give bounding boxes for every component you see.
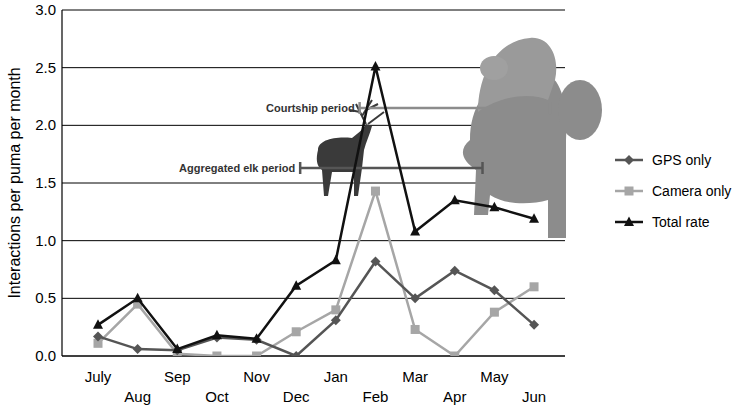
grid-line [62, 240, 565, 241]
data-point [93, 319, 103, 329]
y-tick-label: 0.0 [35, 347, 56, 364]
chart: 0.0 0.5 1.0 1.5 2.0 2.5 3.0 Interactions per pu… [0, 0, 748, 414]
data-point [450, 195, 460, 205]
x-tick-label: Aug [124, 388, 151, 405]
data-point [212, 352, 221, 357]
y-tick-label: 2.0 [35, 116, 56, 133]
data-point [292, 327, 301, 336]
x-tick-label: Nov [243, 368, 270, 385]
annotation-text: Aggregated elk period [179, 162, 295, 174]
data-point [529, 320, 539, 330]
x-tick-label: Dec [283, 388, 310, 405]
y-tick-label: 0.5 [35, 289, 56, 306]
data-point [370, 256, 380, 266]
x-tick-label: Sep [164, 368, 191, 385]
data-point [93, 331, 103, 341]
data-point [450, 266, 460, 276]
data-point [252, 352, 261, 357]
data-point [529, 213, 539, 223]
puma-silhouette [478, 38, 556, 112]
plot-area [93, 61, 539, 356]
data-point [450, 352, 459, 357]
data-point [489, 285, 499, 295]
y-tick-label: 1.5 [35, 174, 56, 191]
data-point [252, 333, 262, 343]
bracket-end [358, 102, 361, 114]
data-point [411, 325, 420, 334]
puma-silhouette [558, 80, 602, 140]
legend-label: GPS only [652, 152, 711, 168]
series-line [98, 67, 534, 350]
x-tick-label: May [480, 368, 509, 385]
legend-marker [625, 187, 634, 196]
x-axis [62, 355, 565, 356]
bracket-line [300, 167, 482, 170]
bracket-end [299, 162, 302, 174]
elk-silhouette [317, 124, 372, 196]
x-tick-label: Jan [324, 368, 348, 385]
grid-line [62, 356, 565, 357]
series-line [98, 261, 534, 356]
puma-silhouette [480, 56, 508, 80]
data-point [172, 344, 182, 354]
legend-marker [624, 155, 634, 165]
annotation-text: Courtship period [266, 102, 355, 114]
data-point [133, 344, 143, 354]
data-point [133, 293, 143, 303]
data-point [410, 293, 420, 303]
grid-line [62, 10, 565, 11]
data-point [370, 61, 380, 71]
data-point [489, 202, 499, 212]
legend-label: Camera only [652, 183, 731, 199]
silhouettes [317, 38, 602, 238]
data-point [291, 351, 301, 356]
data-point [530, 282, 539, 291]
data-point [212, 330, 222, 340]
y-tick-label: 3.0 [35, 1, 56, 18]
x-tick-label: Oct [205, 388, 229, 405]
legend: GPS only Camera only Total rate [615, 152, 731, 230]
data-point [291, 280, 301, 290]
x-tick-label: Apr [443, 388, 466, 405]
y-axis-label: Interactions per puma per month [6, 67, 23, 298]
data-point [490, 308, 499, 317]
bracket-end [549, 102, 552, 114]
period-bracket [300, 162, 482, 174]
data-point [410, 226, 420, 236]
y-axis [61, 10, 62, 356]
x-tick-label: Mar [402, 368, 428, 385]
y-tick-label: 2.5 [35, 59, 56, 76]
y-tick-label: 1.0 [35, 232, 56, 249]
bracket-end [481, 162, 484, 174]
data-point [331, 255, 341, 265]
legend-label: Total rate [652, 214, 710, 230]
x-tick-label: Jun [522, 388, 546, 405]
data-point [371, 187, 380, 196]
data-point [331, 305, 340, 314]
x-tick-label: July [85, 368, 112, 385]
data-point [331, 315, 341, 325]
bracket-line [360, 107, 550, 110]
legend-marker [624, 217, 634, 227]
x-tick-label: Feb [363, 388, 389, 405]
period-bracket [360, 102, 550, 114]
